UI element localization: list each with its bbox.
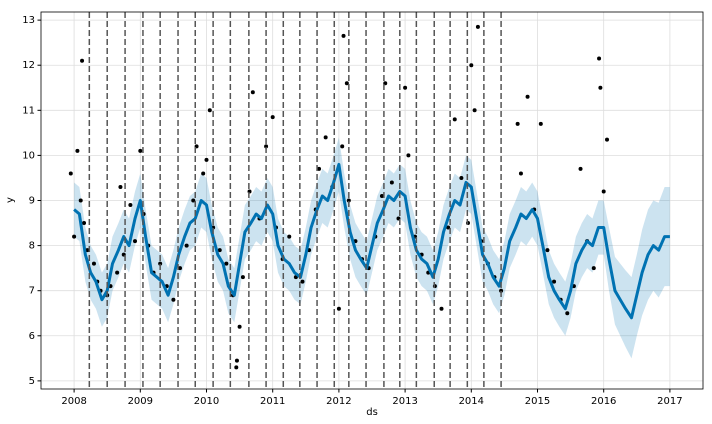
observed-point [439,306,444,311]
observed-point [515,121,520,126]
observed-point [525,94,530,99]
observed-point [234,358,239,363]
observed-point [552,279,557,284]
observed-point [578,166,583,171]
x-tick-label: 2008 [61,396,86,407]
observed-point [475,24,480,29]
observed-point [340,144,345,149]
observed-point [128,203,133,208]
forecast-line [73,162,670,320]
observed-point [565,311,570,316]
observed-point [80,58,85,63]
observed-point [191,198,196,203]
observed-point [207,108,212,113]
observed-point [317,166,322,171]
x-tick-label: 2010 [194,396,219,407]
observed-point [459,175,464,180]
y-axis-label: y [5,197,16,203]
observed-point [201,171,206,176]
observed-point [204,157,209,162]
observed-point [270,115,275,120]
x-tick-label: 2014 [459,396,484,407]
observed-point [118,184,123,189]
plot-frame [40,11,704,390]
observed-point [287,234,292,239]
observed-point [591,266,596,271]
observed-point [240,275,245,280]
observed-point [472,108,477,113]
observed-point [406,153,411,158]
y-tick-label: 8 [29,241,35,252]
observed-point [250,90,255,95]
observed-point [597,56,602,61]
observed-point [78,198,83,203]
observed-point [234,365,239,370]
observed-point [138,148,143,153]
observed-point [545,248,550,253]
observed-point [158,261,163,266]
y-tick-label: 11 [22,105,35,116]
observed-point [323,135,328,140]
observed-point [217,248,222,253]
observed-point [389,180,394,185]
observed-point [601,189,606,194]
x-tick-label: 2015 [525,396,550,407]
observed-point [264,144,269,149]
observed-point [178,266,183,271]
observed-point [344,81,349,86]
observed-point [518,171,523,176]
y-tick-label: 7 [29,286,35,297]
observed-point [499,288,504,293]
x-tick-label: 2011 [260,396,285,407]
observed-point [346,198,351,203]
x-tick-label: 2009 [128,396,153,407]
observed-point [446,225,451,230]
observed-point [224,261,229,266]
y-tick-label: 6 [29,331,35,342]
observed-point [341,33,346,38]
y-tick-label: 5 [29,376,35,387]
observed-point [379,193,384,198]
x-tick-label: 2016 [591,396,616,407]
observed-point [403,85,408,90]
observed-point [115,270,120,275]
observed-point [237,324,242,329]
observed-point [538,121,543,126]
observed-point [184,243,189,248]
observed-point [82,221,87,226]
observed-point [300,279,305,284]
x-axis-label: ds [366,407,378,418]
y-tick-label: 10 [22,150,35,161]
x-tick-label: 2013 [392,396,417,407]
observed-point [336,306,341,311]
x-tick-label: 2017 [657,396,682,407]
observed-point [91,261,96,266]
observed-point [68,171,73,176]
observed-point [598,85,603,90]
y-tick-label: 13 [22,15,35,26]
y-tick-label: 9 [29,196,35,207]
observed-point [452,117,457,122]
observed-point [133,239,138,244]
x-tick-label: 2012 [326,396,351,407]
observed-point [75,148,80,153]
observed-point [469,63,474,68]
observed-point [72,234,77,239]
observed-point [171,297,176,302]
observed-point [605,137,610,142]
y-tick-label: 12 [22,60,35,71]
